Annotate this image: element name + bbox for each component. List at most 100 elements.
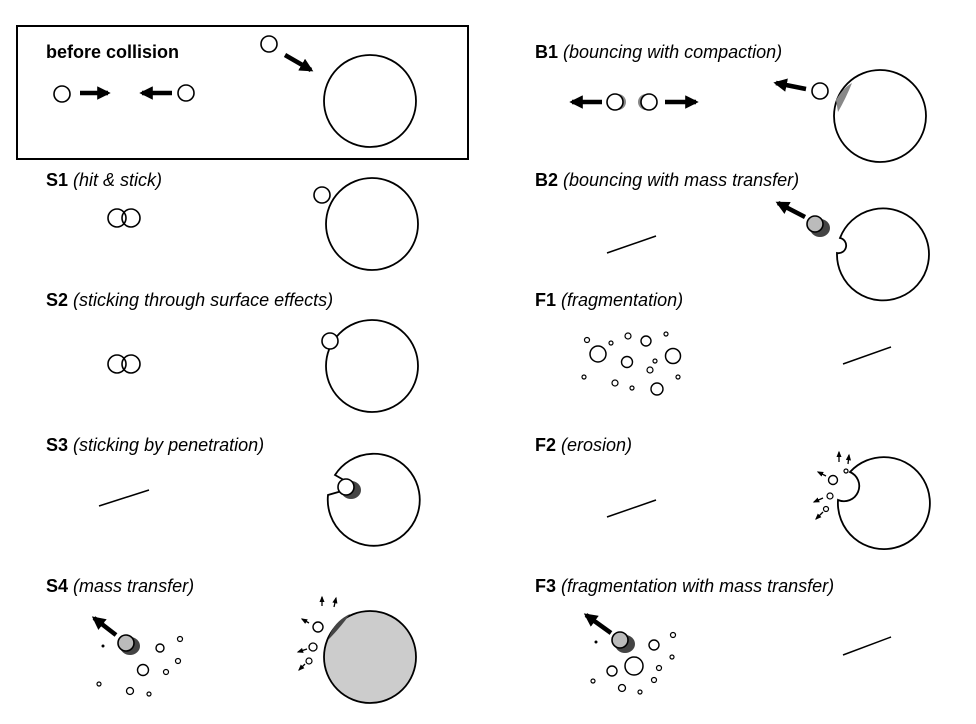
fragment — [650, 676, 658, 684]
stuck-pair-left — [107, 208, 127, 228]
ejecta-arrow — [812, 497, 824, 503]
s2-desc: (sticking through surface effects) — [73, 290, 334, 310]
f1-desc: (fragmentation) — [561, 290, 684, 310]
trajectory-line — [606, 499, 657, 518]
rebound-arrow — [775, 201, 807, 219]
fragment — [652, 358, 658, 364]
fragment — [646, 366, 654, 374]
ejecta-particle — [843, 468, 849, 474]
fragment — [176, 635, 184, 643]
compacted-particle-left — [606, 93, 624, 111]
small-particle-left — [53, 85, 71, 103]
rebound-arrow — [773, 78, 807, 92]
rebound-arrow — [91, 616, 118, 637]
grey-particle — [117, 634, 135, 652]
fragment — [640, 335, 652, 347]
fragment — [624, 656, 644, 676]
fragment — [590, 678, 596, 684]
s2-label: S2 (sticking through surface effects) — [46, 290, 333, 311]
s1-desc: (hit & stick) — [73, 170, 163, 190]
f1-code: F1 — [535, 290, 557, 310]
b2-panel — [606, 201, 930, 302]
f3-panel — [583, 613, 892, 695]
rebound-arrow — [583, 613, 613, 635]
compacted-particle-right — [640, 93, 658, 111]
fragment — [637, 689, 643, 695]
ejecta-arrow — [845, 453, 852, 465]
f1-panel — [581, 331, 892, 396]
fragment — [125, 686, 135, 696]
ejecta-particle — [827, 474, 839, 486]
fragment — [155, 643, 165, 653]
fragment — [583, 336, 591, 344]
ejecta-arrow — [816, 471, 827, 477]
projectile-particle — [260, 35, 278, 53]
s4-desc: (mass transfer) — [73, 576, 195, 596]
b2-label: B2 (bouncing with mass transfer) — [535, 170, 799, 191]
penetrating-particle — [337, 478, 355, 496]
s1-code: S1 — [46, 170, 69, 190]
fragment — [101, 644, 105, 648]
s3-panel — [98, 452, 421, 547]
f3-code: F3 — [535, 576, 557, 596]
s4-panel — [91, 595, 417, 704]
trajectory-line — [842, 636, 892, 656]
arrow-toward-target — [283, 53, 314, 72]
ejecta-arrow — [300, 618, 310, 624]
b2-desc: (bouncing with mass transfer) — [563, 170, 800, 190]
large-target — [325, 319, 419, 413]
fragment — [611, 379, 619, 387]
fragment — [655, 664, 663, 672]
ejecta-arrow — [332, 596, 338, 608]
embedded-particle — [321, 332, 339, 350]
merged-pair-left — [107, 354, 127, 374]
f2-code: F2 — [535, 435, 557, 455]
compacted-region — [836, 83, 852, 112]
fragment — [608, 340, 614, 346]
s2-panel — [107, 319, 419, 413]
small-particle-right — [177, 84, 195, 102]
fragment — [617, 683, 627, 693]
trajectory-line — [842, 346, 892, 365]
fragment — [96, 681, 102, 687]
stuck-particle — [313, 186, 331, 204]
fragment — [594, 640, 598, 644]
fragment — [581, 374, 587, 380]
fragment — [629, 385, 635, 391]
fragment — [669, 654, 675, 660]
ejecta-particle — [822, 505, 830, 513]
fragment — [669, 631, 677, 639]
cratered-target — [326, 452, 421, 547]
ejecta-particle — [308, 642, 318, 652]
large-target — [325, 177, 419, 271]
b1-code: B1 — [535, 42, 559, 62]
f1-label: F1 (fragmentation) — [535, 290, 683, 311]
ejecta-arrow — [298, 663, 306, 671]
transferred-mass-cap — [328, 614, 350, 640]
fragment — [162, 668, 170, 676]
fragment — [663, 331, 669, 337]
large-target — [323, 54, 417, 148]
trajectory-line — [98, 489, 150, 507]
f2-desc: (erosion) — [561, 435, 633, 455]
grey-particle — [611, 631, 629, 649]
rebounding-particle — [811, 82, 829, 100]
before-collision-panel — [16, 25, 469, 160]
f3-label: F3 (fragmentation with mass transfer) — [535, 576, 834, 597]
fragment — [606, 665, 618, 677]
fragment — [174, 657, 182, 665]
s3-desc: (sticking by penetration) — [73, 435, 265, 455]
before-collision-label: before collision — [46, 42, 180, 62]
trajectory-line — [606, 235, 657, 254]
ejecta-particle — [826, 492, 834, 500]
rebounding-particle — [806, 215, 824, 233]
b2-code: B2 — [535, 170, 559, 190]
grey-target — [323, 610, 417, 704]
b1-desc: (bouncing with compaction) — [563, 42, 783, 62]
stuck-pair-right — [121, 208, 141, 228]
cratered-target — [836, 207, 930, 302]
merged-pair-right — [121, 354, 141, 374]
fragment — [136, 663, 150, 677]
